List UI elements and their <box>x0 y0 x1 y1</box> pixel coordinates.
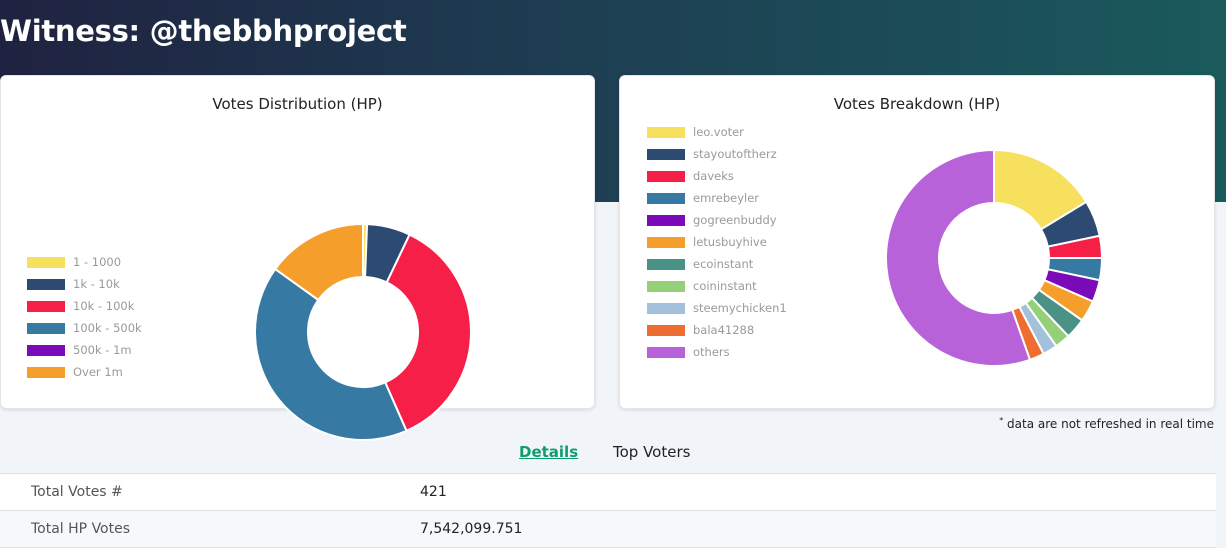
legend-label: 100k - 500k <box>73 321 142 335</box>
refresh-note: * data are not refreshed in real time <box>999 416 1214 431</box>
legend-item-stayoutoftherz[interactable]: stayoutoftherz <box>647 143 787 165</box>
votes-breakdown-card: Votes Breakdown (HP) leo.voter stayoutoft… <box>619 75 1215 409</box>
legend-item-emrebeyler[interactable]: emrebeyler <box>647 187 787 209</box>
legend-item-10k-100k[interactable]: 10k - 100k <box>27 295 142 317</box>
legend-label: 10k - 100k <box>73 299 135 313</box>
legend-swatch <box>647 280 685 292</box>
legend-item-100k-500k[interactable]: 100k - 500k <box>27 317 142 339</box>
legend-swatch <box>27 322 65 334</box>
legend-label: emrebeyler <box>693 191 760 205</box>
legend-item-letusbuyhive[interactable]: letusbuyhive <box>647 231 787 253</box>
slice-others[interactable] <box>885 148 1032 367</box>
legend-swatch <box>27 366 65 378</box>
legend-swatch <box>647 170 685 182</box>
legend-label: letusbuyhive <box>693 235 767 249</box>
row-label: Total HP Votes <box>31 521 131 537</box>
legend-item-1k-10k[interactable]: 1k - 10k <box>27 273 142 295</box>
votes-breakdown-donut <box>885 148 1104 367</box>
legend-item-over-1m[interactable]: Over 1m <box>27 361 142 383</box>
table-row: Total Votes # 421 <box>0 474 1216 511</box>
legend-swatch <box>27 256 65 268</box>
row-value: 7,542,099.751 <box>420 521 523 537</box>
legend-item-ecoinstant[interactable]: ecoinstant <box>647 253 787 275</box>
legend-swatch <box>647 192 685 204</box>
page-title: Witness: @thebbhproject <box>0 14 407 48</box>
slice-100k-500k[interactable] <box>254 267 408 441</box>
legend-label: coininstant <box>693 279 757 293</box>
legend-swatch <box>647 148 685 160</box>
legend-label: stayoutoftherz <box>693 147 777 161</box>
legend-item-steemychicken1[interactable]: steemychicken1 <box>647 297 787 319</box>
legend-swatch <box>647 126 685 138</box>
legend-item-bala41288[interactable]: bala41288 <box>647 319 787 341</box>
legend-label: 1k - 10k <box>73 277 120 291</box>
row-value: 421 <box>420 484 447 500</box>
detail-tabs: Details Top Voters <box>0 443 1226 465</box>
legend-swatch <box>647 214 685 226</box>
legend-label: steemychicken1 <box>693 301 787 315</box>
legend-label: gogreenbuddy <box>693 213 777 227</box>
slice-10k-100k[interactable] <box>383 233 472 433</box>
tab-details[interactable]: Details <box>519 443 579 461</box>
row-label: Total Votes # <box>31 484 123 500</box>
votes-distribution-donut <box>254 222 472 441</box>
votes-distribution-title: Votes Distribution (HP) <box>212 95 383 113</box>
legend-label: daveks <box>693 169 734 183</box>
legend-swatch <box>27 278 65 290</box>
details-table: Total Votes # 421 Total HP Votes 7,542,0… <box>0 473 1216 548</box>
legend-label: leo.voter <box>693 125 744 139</box>
legend-item-others[interactable]: others <box>647 341 787 363</box>
votes-distribution-legend: 1 - 1000 1k - 10k 10k - 100k 100k - 500k 500… <box>27 251 142 383</box>
legend-label: Over 1m <box>73 365 123 379</box>
legend-label: 500k - 1m <box>73 343 132 357</box>
legend-swatch <box>647 236 685 248</box>
legend-item-leo-voter[interactable]: leo.voter <box>647 121 787 143</box>
legend-swatch <box>647 302 685 314</box>
legend-swatch <box>27 300 65 312</box>
legend-swatch <box>647 258 685 270</box>
legend-swatch <box>647 346 685 358</box>
slice-over-1m[interactable] <box>273 222 364 302</box>
note-text: data are not refreshed in real time <box>1007 417 1214 431</box>
legend-item-1-1000[interactable]: 1 - 1000 <box>27 251 142 273</box>
legend-item-500k-1m[interactable]: 500k - 1m <box>27 339 142 361</box>
legend-item-gogreenbuddy[interactable]: gogreenbuddy <box>647 209 787 231</box>
note-asterisk: * <box>999 416 1004 425</box>
votes-distribution-card: Votes Distribution (HP) 1 - 1000 1k - 10k… <box>0 75 595 441</box>
legend-swatch <box>647 324 685 336</box>
legend-label: bala41288 <box>693 323 755 337</box>
legend-label: ecoinstant <box>693 257 754 271</box>
legend-swatch <box>27 344 65 356</box>
legend-item-coininstant[interactable]: coininstant <box>647 275 787 297</box>
tab-top-voters[interactable]: Top Voters <box>613 443 691 461</box>
legend-label: others <box>693 345 730 359</box>
votes-breakdown-legend: leo.voter stayoutoftherz daveks emrebeyler g… <box>647 121 787 363</box>
legend-item-daveks[interactable]: daveks <box>647 165 787 187</box>
legend-label: 1 - 1000 <box>73 255 122 269</box>
votes-breakdown-title: Votes Breakdown (HP) <box>833 95 1001 113</box>
table-row: Total HP Votes 7,542,099.751 <box>0 511 1216 548</box>
